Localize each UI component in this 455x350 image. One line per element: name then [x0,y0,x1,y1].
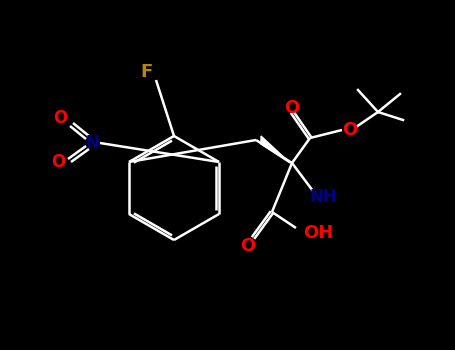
Text: O: O [51,153,65,171]
Text: OH: OH [303,224,333,242]
Text: NH: NH [309,188,337,206]
Text: N: N [85,134,99,152]
Text: O: O [284,99,300,117]
Polygon shape [261,136,290,163]
Text: O: O [53,109,67,127]
Text: O: O [342,121,358,139]
Text: O: O [240,237,256,255]
Text: F: F [140,63,152,81]
